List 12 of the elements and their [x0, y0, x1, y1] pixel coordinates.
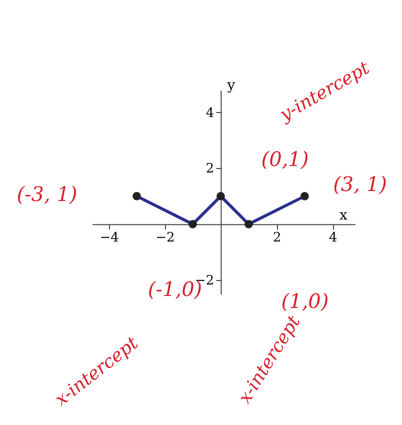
y-axis-title: y — [226, 78, 236, 94]
x-tick-label: −4 — [100, 230, 119, 246]
annotation: (1,0) — [281, 289, 329, 313]
y-tick-label: 4 — [206, 106, 214, 121]
annotation: (0,1) — [261, 147, 309, 171]
y-tick-label: 2 — [206, 162, 214, 177]
text: (-3, 1) — [16, 182, 78, 206]
x-tick-label: 2 — [273, 230, 282, 246]
x-axis-title: x — [340, 208, 348, 224]
x-tick-label: 4 — [328, 230, 338, 246]
x-tick-label: −2 — [156, 230, 175, 246]
annotation: (3, 1) — [333, 172, 387, 196]
